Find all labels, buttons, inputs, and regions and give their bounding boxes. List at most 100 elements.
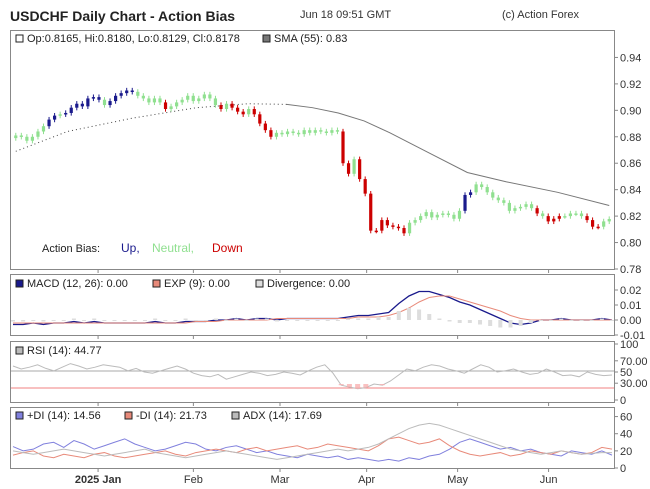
sma-layer [286,103,610,207]
rsi-oversold-fill [338,384,344,386]
price-bar [507,202,511,211]
y-tick-label: 0.88 [620,132,641,144]
price-bar [607,219,611,222]
divergence-bar [153,318,158,320]
x-tick-label: 2025 Jan [75,474,122,486]
action-bias-up-label: Up, [121,241,140,255]
price-bar [219,105,223,110]
sma-line [286,103,610,207]
dmi-layer [12,422,613,462]
price-bar [285,131,290,135]
macd-legend-swatch [15,279,24,288]
price-bar [518,206,523,209]
y-tick-label: 0.94 [620,52,641,64]
price-bar [274,132,279,137]
divergence-bar [335,320,340,321]
chart-credit: (c) Action Forex [502,9,580,21]
divergence-bar [467,320,472,323]
y-tick-label: 0.84 [620,185,641,197]
minus-di-legend-label: -DI (14): 21.73 [136,410,207,422]
divergence-bar [366,318,371,320]
y-tick-label: 0.78 [620,264,641,276]
price-bar [457,210,462,219]
divergence-bar [224,320,229,321]
divergence-bar [599,318,604,320]
divergence-bar [417,309,422,320]
price-bar [269,130,273,137]
chart-timestamp: Jun 18 09:51 GMT [300,9,392,21]
price-bar [80,103,84,107]
divergence-bar [498,320,503,328]
price-bar [64,112,68,115]
plus-di-legend-swatch [15,411,24,420]
divergence-bar [427,314,432,320]
ohlc-legend-swatch [15,34,24,43]
price-bar [574,213,578,215]
plus-di-legend-label: +DI (14): 14.56 [27,410,101,422]
divergence-bar [61,320,66,321]
divergence-bar [173,320,178,321]
divergence-bar [234,318,239,320]
price-panel-frame [10,30,615,270]
exp-legend-label: EXP (9): 0.00 [164,278,230,290]
price-bar [41,126,46,132]
rsi-legend-swatch [15,346,24,355]
y-tick-label: 0.82 [620,211,641,223]
price-bar [524,204,528,207]
price-bar [69,107,73,113]
price-bar [407,222,412,234]
divergence-bar [325,320,330,321]
adx-legend-swatch [231,411,240,420]
price-bar [14,135,18,139]
price-bar [441,213,445,215]
divergence-bar [193,320,198,321]
price-bar [341,131,345,164]
price-bar [197,98,201,102]
price-bar [352,159,356,174]
price-bar [396,226,401,229]
divergence-bar [21,320,26,322]
exp-legend-swatch [152,279,161,288]
divergence-bar [579,320,584,321]
x-tick-label: Feb [184,474,203,486]
price-bar [502,200,506,203]
divergence-bar [264,318,269,320]
divergence-bar [11,320,15,322]
divergence-bar [203,320,208,321]
divergence-bar [285,320,290,321]
price-bar [374,230,378,233]
price-bar [152,98,157,103]
price-bars-layer [14,87,611,236]
price-bar [363,179,367,194]
price-bar [191,95,195,102]
price-bar [452,214,456,219]
rsi-oversold-fill [355,384,361,389]
x-ticks-layer: 2025 Jan Feb Mar Apr May Jun [75,269,557,486]
price-bar [380,220,384,231]
divergence-bar [244,320,249,321]
price-bar [579,213,584,217]
y-tick-label: 100 [620,339,638,351]
price-bar [602,221,606,227]
price-bar [358,159,362,180]
price-bar [596,226,600,229]
price-bar [147,98,151,103]
price-bar [180,99,184,103]
divergence-bar [315,320,320,321]
y-tick-label: 30.00 [620,378,648,390]
price-bar [114,95,118,102]
price-bar [446,213,450,215]
action-bias-down-label: Down [212,241,243,255]
price-bar [224,103,229,110]
trend-dots-layer [15,103,287,152]
price-bar [86,98,90,107]
divergence-bar [528,320,533,323]
price-bar [108,101,112,106]
y-tick-label: 0.86 [620,158,641,170]
price-bar [202,94,206,99]
price-bar [291,131,295,133]
ohlc-legend-label: Op:0.8165, Hi:0.8180, Lo:0.8129, Cl:0.81… [27,33,240,45]
rsi-oversold-fill [363,384,369,388]
divergence-bar [508,320,513,328]
price-bar [158,98,162,103]
